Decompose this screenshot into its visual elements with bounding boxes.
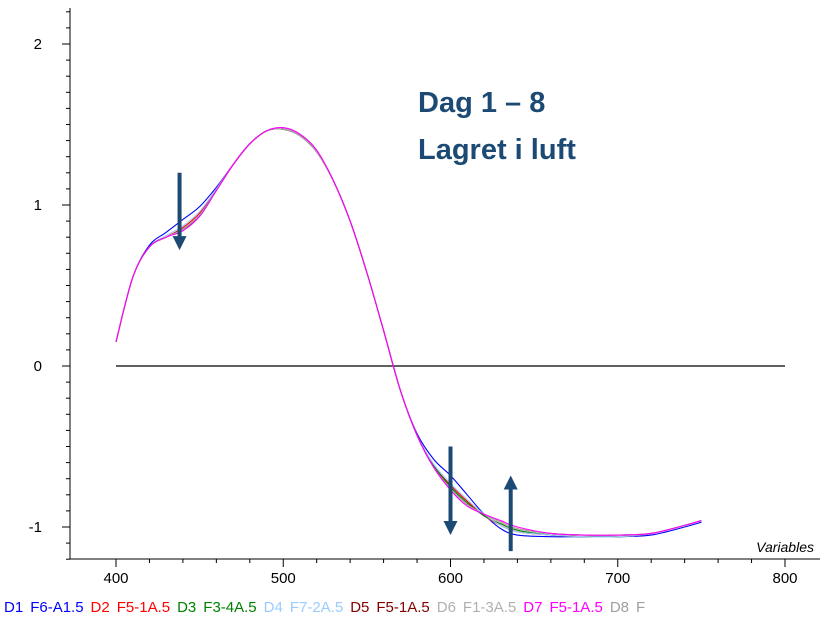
y-tick-label: -1	[29, 519, 42, 536]
arrow-up-3	[503, 475, 518, 552]
arrow-down-1	[172, 172, 187, 251]
series-line-d4	[115, 127, 702, 538]
legend-item: F5-1A.5	[549, 599, 603, 616]
x-tick-label: 600	[438, 570, 463, 587]
legend-item: F5-1A.5	[116, 599, 171, 616]
x-axis-label: Variables	[756, 539, 814, 555]
legend: D1 F6-A1.5 D2 F5-1A.5 D3 F3-4A.5 D4 F7-2A.5 D5 F5…	[4, 599, 826, 616]
y-tick-label: 2	[34, 36, 42, 53]
legend-item: D1	[4, 599, 24, 616]
series-line-d5	[115, 128, 702, 536]
series-line-d3	[115, 128, 702, 538]
series-line-d7	[115, 127, 702, 536]
axes: -1 0 1 2 400 500 600 700 800	[29, 8, 820, 587]
legend-item: F6-A1.5	[30, 599, 84, 616]
legend-item: D6	[436, 599, 456, 616]
arrow-head	[503, 475, 518, 490]
legend-item: F1-3A.5	[462, 599, 517, 616]
arrow-head	[172, 236, 187, 251]
legend-item: F7-2A.5	[289, 599, 344, 616]
arrow-head	[443, 521, 458, 536]
spectrum-chart: -1 0 1 2 400 500 600 700 800 Dag 1 – 8 Lagret i …	[29, 8, 820, 587]
legend-item: D3	[177, 599, 197, 616]
x-tick-label: 500	[271, 570, 296, 587]
annotation-line-1: Dag 1 – 8	[418, 87, 545, 119]
x-tick-label: 800	[772, 570, 797, 587]
legend-item: D4	[263, 599, 283, 616]
legend-item: F5-1A.5	[376, 599, 430, 616]
legend-item: F3-4A.5	[203, 599, 257, 616]
y-tick-label: 1	[34, 197, 42, 214]
legend-item: D5	[350, 599, 370, 616]
legend-item: D8	[609, 599, 630, 616]
x-tick-label: 400	[103, 570, 128, 587]
series-line-d6	[115, 128, 702, 536]
legend-item: D2	[90, 599, 110, 616]
annotation-line-2: Lagret i luft	[418, 134, 576, 166]
y-tick-label: 0	[34, 358, 42, 375]
series-layer	[115, 127, 702, 538]
legend-item: D7	[523, 599, 543, 616]
series-line-d1	[115, 128, 702, 538]
legend-item: F	[636, 599, 646, 616]
x-tick-label: 700	[605, 570, 630, 587]
arrow-down-2	[443, 446, 458, 536]
series-line-d2	[115, 127, 702, 538]
arrow-layer	[172, 172, 518, 552]
